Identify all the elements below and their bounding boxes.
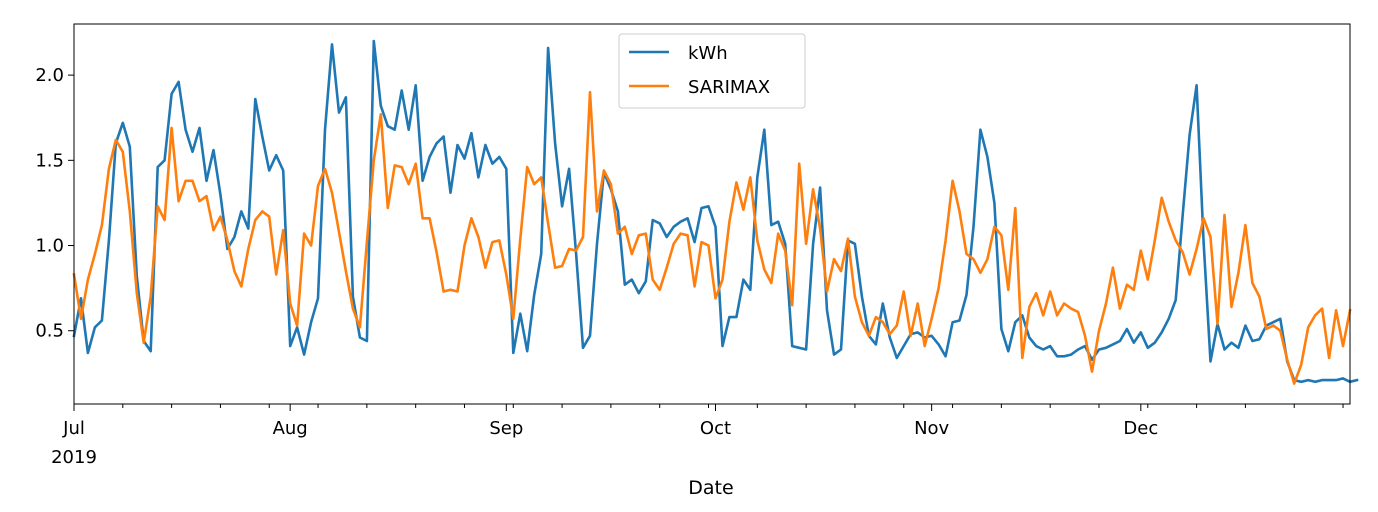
y-tick-label: 0.5: [35, 321, 64, 342]
x-tick-label: Dec: [1123, 418, 1158, 439]
x-axis-label: Date: [688, 477, 733, 499]
y-tick-label: 2.0: [35, 65, 64, 86]
y-axis: 0.5 1.0 1.5 2.0: [35, 65, 74, 342]
axes-layer: [73, 23, 1351, 405]
x-tick-label: Nov: [914, 418, 949, 439]
legend-label-kwh: kWh: [688, 43, 728, 64]
series-layer: [72, 39, 1359, 385]
x-tick-label: Oct: [700, 418, 731, 439]
x-tick-label: Jul: [62, 418, 85, 439]
x-axis: Jul 2019 Aug Sep Oct Nov Dec: [51, 404, 1344, 468]
y-tick-label: 1.0: [35, 236, 64, 257]
x-tick-label: Aug: [273, 418, 308, 439]
plot-frame: [73, 23, 1351, 405]
y-tick-label: 1.5: [35, 150, 64, 171]
legend: kWh SARIMAX: [618, 33, 806, 109]
legend-label-sarimax: SARIMAX: [688, 77, 770, 98]
x-tick-sublabel: 2019: [51, 447, 97, 468]
x-tick-label: Sep: [489, 418, 523, 439]
series-line-sarimax: [72, 90, 1352, 385]
